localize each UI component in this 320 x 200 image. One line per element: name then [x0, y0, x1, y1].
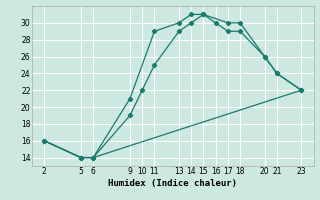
X-axis label: Humidex (Indice chaleur): Humidex (Indice chaleur)	[108, 179, 237, 188]
